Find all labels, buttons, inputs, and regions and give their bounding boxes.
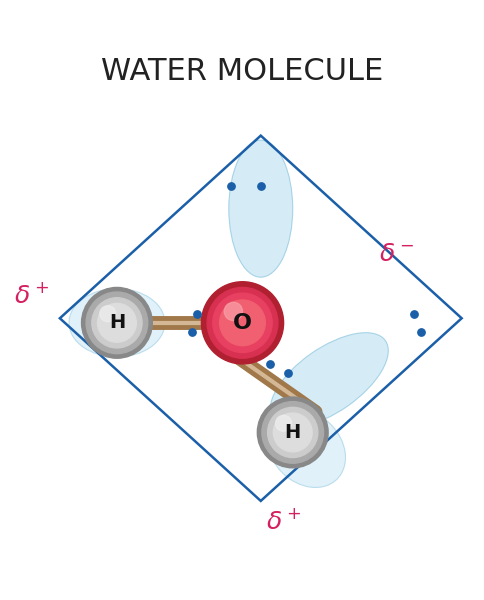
Point	[193, 309, 200, 319]
Circle shape	[207, 287, 277, 358]
Circle shape	[261, 401, 323, 463]
Point	[284, 368, 291, 378]
Circle shape	[224, 302, 242, 320]
Ellipse shape	[228, 140, 292, 277]
Text: WATER MOLECULE: WATER MOLECULE	[101, 57, 383, 86]
Circle shape	[219, 300, 265, 346]
Point	[188, 327, 196, 337]
Circle shape	[267, 407, 317, 458]
Ellipse shape	[267, 409, 345, 487]
Point	[257, 181, 264, 191]
Text: H: H	[284, 423, 300, 442]
Circle shape	[201, 282, 283, 364]
Text: $\delta^+$: $\delta^+$	[265, 509, 301, 534]
Ellipse shape	[270, 332, 388, 427]
Circle shape	[212, 293, 272, 353]
Circle shape	[100, 306, 116, 322]
Circle shape	[91, 298, 142, 348]
Circle shape	[86, 292, 148, 353]
Point	[416, 327, 424, 337]
Text: $\delta^-$: $\delta^-$	[378, 242, 414, 266]
Point	[265, 359, 273, 369]
Text: H: H	[108, 313, 125, 332]
Circle shape	[81, 287, 152, 358]
Ellipse shape	[69, 289, 165, 357]
Point	[409, 309, 417, 319]
Circle shape	[257, 397, 328, 468]
Circle shape	[97, 304, 136, 342]
Text: O: O	[232, 313, 252, 333]
Text: $\delta^+$: $\delta^+$	[14, 283, 49, 308]
Circle shape	[273, 413, 312, 452]
Point	[227, 181, 234, 191]
Circle shape	[275, 415, 291, 431]
